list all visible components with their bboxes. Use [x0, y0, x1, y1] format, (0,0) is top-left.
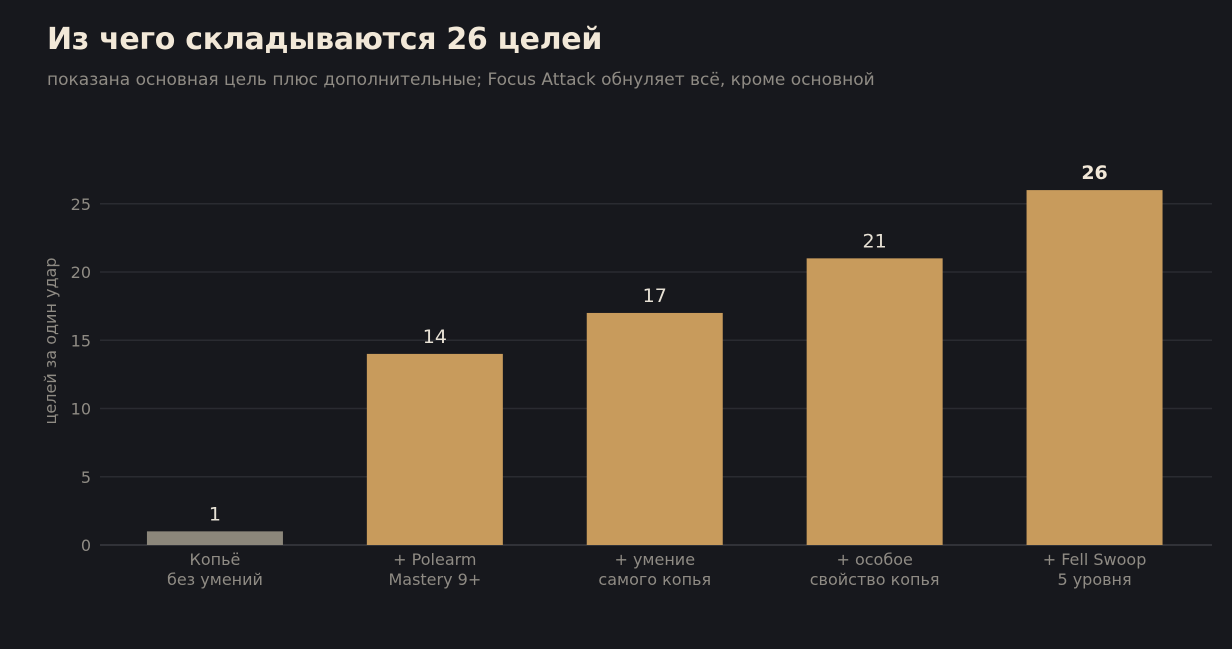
x-tick-label: + особое — [836, 550, 912, 569]
value-label: 1 — [209, 503, 221, 525]
chart-subtitle: показана основная цель плюс дополнительн… — [47, 70, 875, 90]
y-tick-label: 15 — [71, 331, 91, 350]
y-tick-label: 20 — [71, 263, 91, 282]
x-tick-label: Копьё — [190, 550, 241, 569]
x-tick-label: самого копья — [598, 570, 711, 589]
y-tick-label: 0 — [81, 536, 91, 555]
x-tick-label: + Polearm — [393, 550, 476, 569]
x-tick-label: + Fell Swoop — [1043, 550, 1147, 569]
bar — [146, 531, 283, 545]
x-tick-label: Mastery 9+ — [388, 570, 481, 589]
x-tick-label: 5 уровня — [1057, 570, 1131, 589]
y-tick-label: 5 — [81, 468, 91, 487]
y-tick-label: 25 — [71, 195, 91, 214]
bar — [586, 312, 723, 545]
value-labels: 1 14 17 21 26 — [209, 162, 1108, 525]
value-label: 21 — [863, 230, 887, 252]
y-tick-label: 10 — [71, 400, 91, 419]
y-axis-ticks: 0 5 10 15 20 25 — [71, 195, 91, 555]
chart-bars — [146, 190, 1163, 545]
bar — [366, 353, 503, 545]
value-label: 14 — [423, 326, 447, 348]
value-label: 17 — [643, 285, 667, 307]
x-tick-label: без умений — [167, 570, 263, 589]
bar — [1026, 190, 1163, 545]
value-label: 26 — [1081, 162, 1107, 184]
chart-title: Из чего складываются 26 целей — [47, 22, 603, 57]
x-tick-label: + умение — [614, 550, 695, 569]
x-tick-label: свойство копья — [810, 570, 940, 589]
y-axis-label: целей за один удар — [41, 258, 60, 425]
bar — [806, 258, 943, 545]
